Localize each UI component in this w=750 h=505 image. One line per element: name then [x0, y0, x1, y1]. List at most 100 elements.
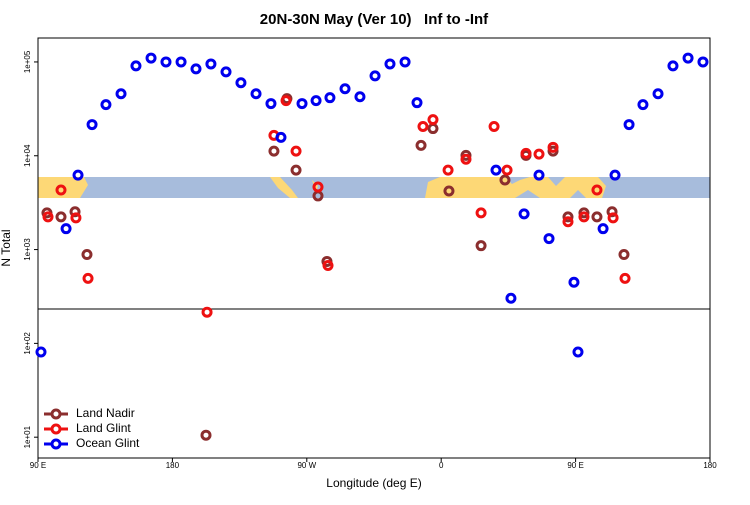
data-point: [201, 306, 213, 318]
data-point: [369, 70, 381, 82]
data-point: [296, 98, 308, 110]
x-tick-label: 90 W: [297, 461, 316, 470]
data-point: [591, 184, 603, 196]
data-point: [100, 99, 112, 111]
data-point: [399, 56, 411, 68]
data-point: [562, 216, 574, 228]
data-point: [60, 223, 72, 235]
map-strip: [38, 177, 710, 198]
data-point: [572, 346, 584, 358]
data-point: [618, 249, 630, 261]
data-point: [547, 145, 559, 157]
data-point: [543, 233, 555, 245]
data-point: [290, 145, 302, 157]
data-point: [619, 272, 631, 284]
x-tick-label: 90 E: [567, 461, 583, 470]
data-point: [460, 153, 472, 165]
data-point: [417, 121, 429, 133]
data-point: [488, 121, 500, 133]
data-point: [533, 169, 545, 181]
data-point: [268, 145, 280, 157]
data-point: [501, 164, 513, 176]
data-point: [280, 95, 292, 107]
data-point: [55, 184, 67, 196]
y-tick-label: 1e+01: [23, 425, 32, 448]
data-point: [667, 60, 679, 72]
data-point: [130, 60, 142, 72]
data-point: [115, 88, 127, 100]
data-point: [81, 249, 93, 261]
data-point: [324, 92, 336, 104]
data-point: [200, 429, 212, 441]
data-point: [290, 164, 302, 176]
y-tick-label: 1e+02: [23, 332, 32, 355]
legend-label: Land Nadir: [76, 406, 135, 420]
data-point: [160, 56, 172, 68]
data-point: [175, 56, 187, 68]
data-point: [312, 181, 324, 193]
data-point: [235, 77, 247, 89]
x-tick-label: 180: [703, 461, 717, 470]
data-point: [354, 91, 366, 103]
x-axis-label: Longitude (deg E): [326, 476, 421, 490]
data-point: [70, 212, 82, 224]
legend-label: Ocean Glint: [76, 436, 140, 450]
data-point: [322, 259, 334, 271]
data-point: [623, 119, 635, 131]
data-point: [697, 56, 709, 68]
data-point: [609, 169, 621, 181]
data-point: [475, 207, 487, 219]
x-tick-label: 0: [439, 461, 444, 470]
data-point: [637, 99, 649, 111]
data-point: [411, 97, 423, 109]
y-tick-label: 1e+03: [23, 238, 32, 261]
data-point: [35, 346, 47, 358]
data-point: [533, 148, 545, 160]
data-point: [250, 88, 262, 100]
data-point: [427, 114, 439, 126]
chart-title: 20N-30N May (Ver 10) Inf to -Inf: [260, 11, 489, 28]
data-point: [682, 52, 694, 64]
legend-marker: [50, 438, 62, 450]
legend-marker: [50, 423, 62, 435]
data-point: [205, 58, 217, 70]
data-point: [220, 66, 232, 78]
data-point: [568, 276, 580, 288]
data-point: [607, 212, 619, 224]
data-point: [275, 131, 287, 143]
data-point: [606, 206, 618, 218]
data-point: [518, 208, 530, 220]
data-point: [460, 149, 472, 161]
data-point: [310, 95, 322, 107]
legend-label: Land Glint: [76, 421, 131, 435]
y-tick-label: 1e+04: [23, 144, 32, 167]
data-point: [427, 123, 439, 135]
data-point: [652, 88, 664, 100]
data-point: [591, 211, 603, 223]
data-point: [578, 207, 590, 219]
data-point: [415, 139, 427, 151]
data-point: [339, 83, 351, 95]
data-point: [475, 240, 487, 252]
data-point: [505, 292, 517, 304]
data-point: [597, 223, 609, 235]
data-point: [190, 63, 202, 75]
y-tick-label: 1e+05: [23, 50, 32, 73]
data-point: [69, 206, 81, 218]
data-point: [520, 147, 532, 159]
data-point: [578, 211, 590, 223]
x-tick-label: 180: [166, 461, 180, 470]
data-point: [384, 58, 396, 70]
data-point: [547, 141, 559, 153]
data-point: [265, 98, 277, 110]
data-point: [443, 185, 455, 197]
legend-marker: [50, 408, 62, 420]
data-point: [55, 211, 67, 223]
data-point: [499, 174, 511, 186]
x-tick-label: 90 E: [30, 461, 46, 470]
data-point: [490, 164, 502, 176]
y-axis-label: N Total: [0, 229, 13, 266]
data-point: [562, 211, 574, 223]
data-point: [86, 119, 98, 131]
